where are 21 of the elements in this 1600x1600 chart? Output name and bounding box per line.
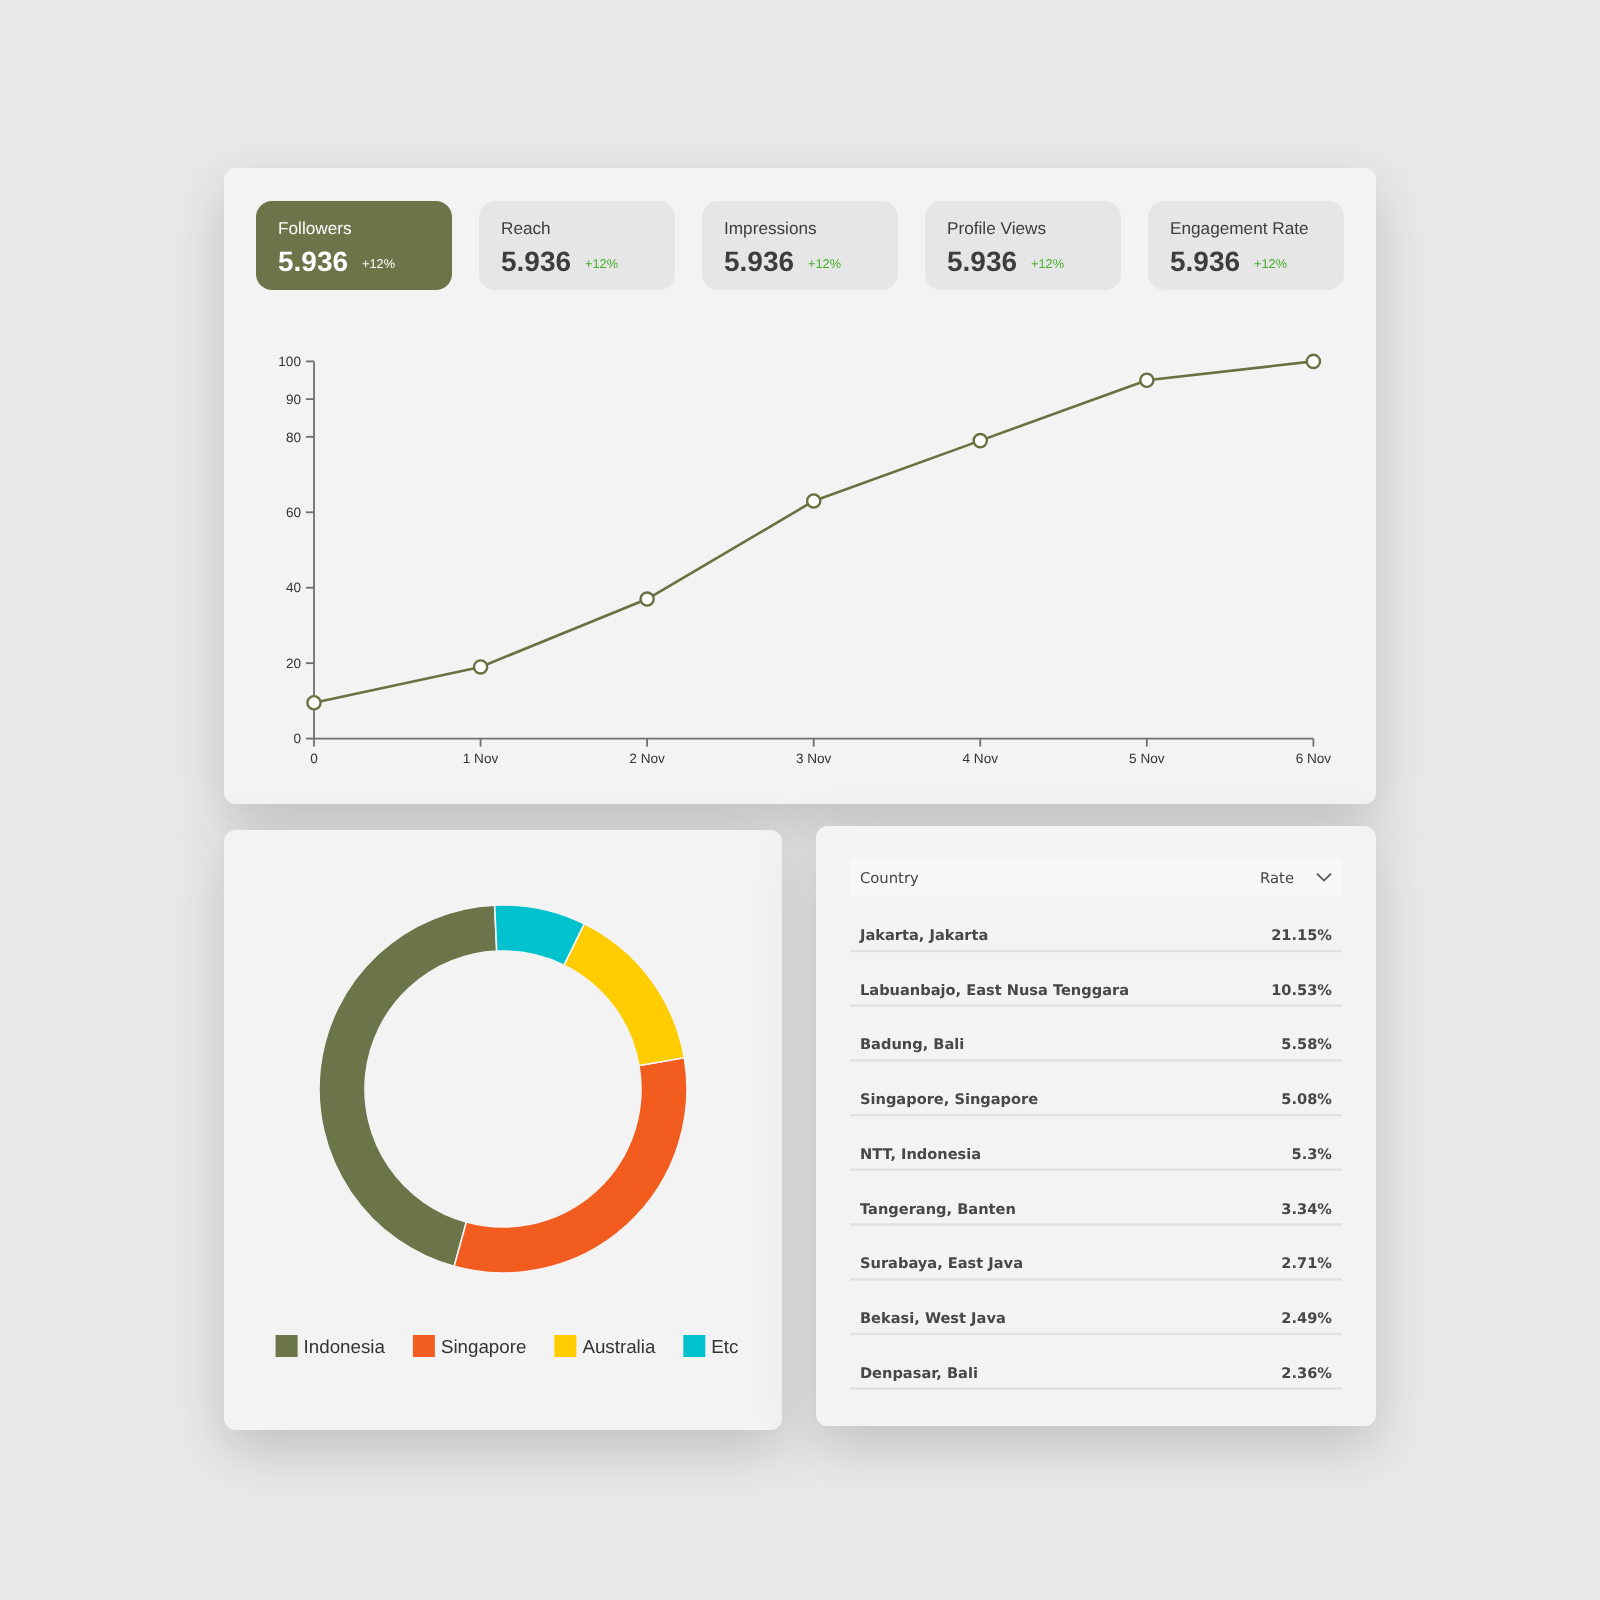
- point: [306, 694, 322, 711]
- point: [972, 432, 989, 449]
- data-label: 5.936: [278, 245, 349, 277]
- point: [472, 659, 489, 675]
- data-label: 5.936: [724, 245, 795, 277]
- category-label: Followers: [278, 218, 352, 238]
- category-label: Profile Views: [947, 218, 1047, 238]
- data-label: 5.936: [501, 245, 572, 277]
- legend-label: Etc: [711, 1334, 740, 1357]
- legend-label: Singapore: [440, 1334, 527, 1357]
- category-label: Reach: [501, 218, 552, 238]
- legend-label: Australia: [582, 1334, 657, 1357]
- data-label: 5.936: [947, 245, 1018, 277]
- point: [805, 493, 822, 509]
- point: [1139, 372, 1155, 389]
- point: [639, 591, 655, 607]
- point: [1305, 353, 1322, 370]
- legend-label: Indonesia: [303, 1334, 387, 1357]
- category-label: Impressions: [724, 218, 817, 238]
- data-label: 5.936: [1170, 245, 1241, 277]
- category-label: Engagement Rate: [1170, 218, 1309, 238]
